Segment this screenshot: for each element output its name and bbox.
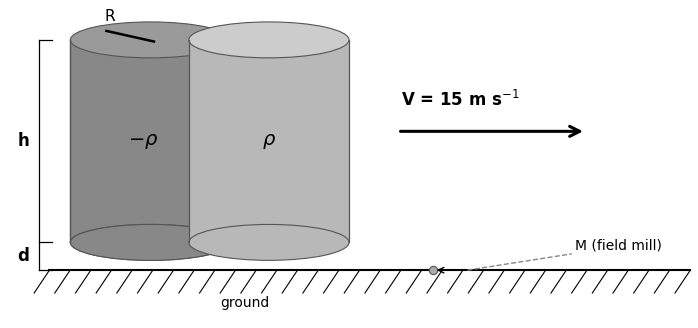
Text: M (field mill): M (field mill) [575, 238, 662, 252]
Text: $\rho$: $\rho$ [262, 132, 276, 151]
Text: ground: ground [220, 296, 269, 310]
Polygon shape [70, 40, 230, 242]
Text: R: R [105, 9, 115, 24]
Ellipse shape [188, 224, 349, 260]
Text: d: d [17, 247, 29, 265]
Ellipse shape [70, 224, 230, 260]
Ellipse shape [188, 22, 349, 58]
Text: $-\rho$: $-\rho$ [128, 132, 158, 151]
Ellipse shape [70, 22, 230, 58]
Text: V = 15 m s$^{-1}$: V = 15 m s$^{-1}$ [401, 90, 520, 110]
Text: h: h [18, 132, 29, 150]
Ellipse shape [70, 224, 230, 260]
Polygon shape [188, 40, 349, 242]
